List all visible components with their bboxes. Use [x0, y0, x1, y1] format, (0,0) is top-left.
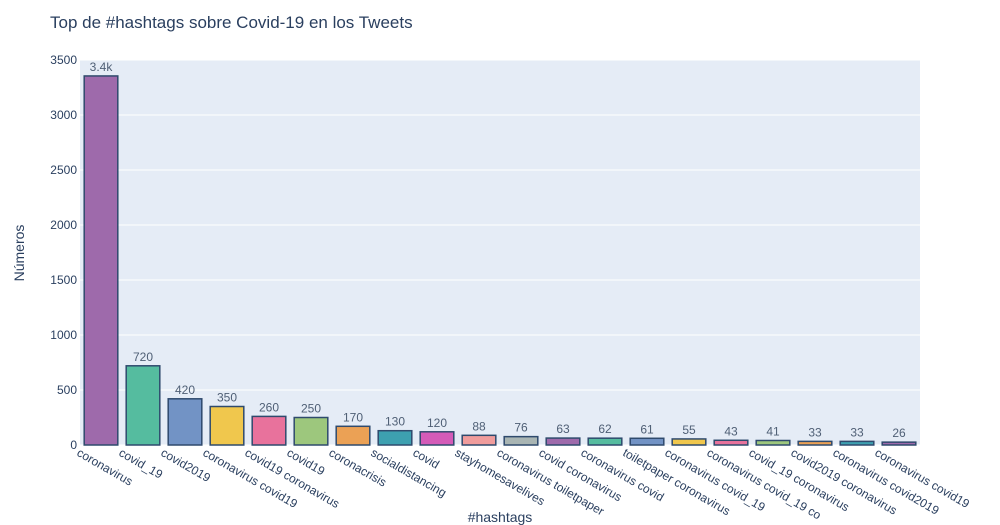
bar[interactable] [83, 75, 119, 446]
gridlines [80, 59, 920, 446]
y-tick-label: 1500 [50, 273, 77, 287]
plot-area [80, 60, 920, 445]
bar[interactable] [545, 437, 581, 446]
bar-data-label: 88 [472, 419, 486, 433]
bar[interactable] [671, 438, 707, 446]
bar-data-label: 250 [301, 402, 321, 416]
bar[interactable] [587, 437, 623, 446]
x-axis-title: #hashtags [468, 509, 533, 525]
bar-data-label: 3.4k [90, 60, 114, 74]
y-tick-label: 2500 [50, 163, 77, 177]
bar[interactable] [629, 437, 665, 446]
bar-labels: 3.4k 720 420 350 260 250 170 130 120 88 76 63 62 61 55… [90, 60, 906, 440]
y-tick-label: 2000 [50, 218, 77, 232]
y-tick-label: 1000 [50, 328, 77, 342]
bar[interactable] [335, 425, 371, 446]
bar[interactable] [209, 405, 245, 446]
bar[interactable] [377, 429, 413, 446]
bar-data-label: 120 [427, 416, 447, 430]
bar[interactable] [293, 416, 329, 446]
bar-data-label: 26 [892, 426, 906, 440]
y-axis-ticks: 0 500 1000 1500 2000 2500 3000 3500 [50, 53, 77, 452]
y-axis-title: Números [11, 225, 27, 282]
bar-data-label: 260 [259, 400, 279, 414]
bar[interactable] [503, 435, 539, 446]
bar-data-label: 63 [556, 422, 570, 436]
bar-data-label: 33 [808, 425, 822, 439]
bar-data-label: 62 [598, 422, 612, 436]
bar-data-label: 130 [385, 415, 405, 429]
bar[interactable] [125, 365, 161, 446]
y-tick-label: 0 [70, 438, 77, 452]
bar-data-label: 350 [217, 391, 237, 405]
bar-data-label: 43 [724, 424, 738, 438]
chart-title: Top de #hashtags sobre Covid-19 en los T… [50, 13, 413, 32]
bar-data-label: 170 [343, 410, 363, 424]
bar-data-label: 720 [133, 350, 153, 364]
bar[interactable] [755, 439, 791, 446]
bar[interactable] [713, 439, 749, 446]
y-tick-label: 3500 [50, 53, 77, 67]
bar[interactable] [839, 440, 875, 446]
y-tick-label: 3000 [50, 108, 77, 122]
y-tick-label: 500 [57, 383, 77, 397]
bar[interactable] [461, 434, 497, 446]
bar-data-label: 55 [682, 423, 696, 437]
bar-data-label: 33 [850, 425, 864, 439]
bar[interactable] [881, 441, 917, 446]
bar[interactable] [797, 440, 833, 446]
bar-data-label: 41 [766, 424, 780, 438]
bar[interactable] [251, 415, 287, 446]
bars [83, 75, 917, 446]
bar-data-label: 420 [175, 383, 195, 397]
bar-data-label: 61 [640, 422, 654, 436]
bar-data-label: 76 [514, 421, 528, 435]
bar[interactable] [419, 431, 455, 446]
bar[interactable] [167, 398, 203, 446]
